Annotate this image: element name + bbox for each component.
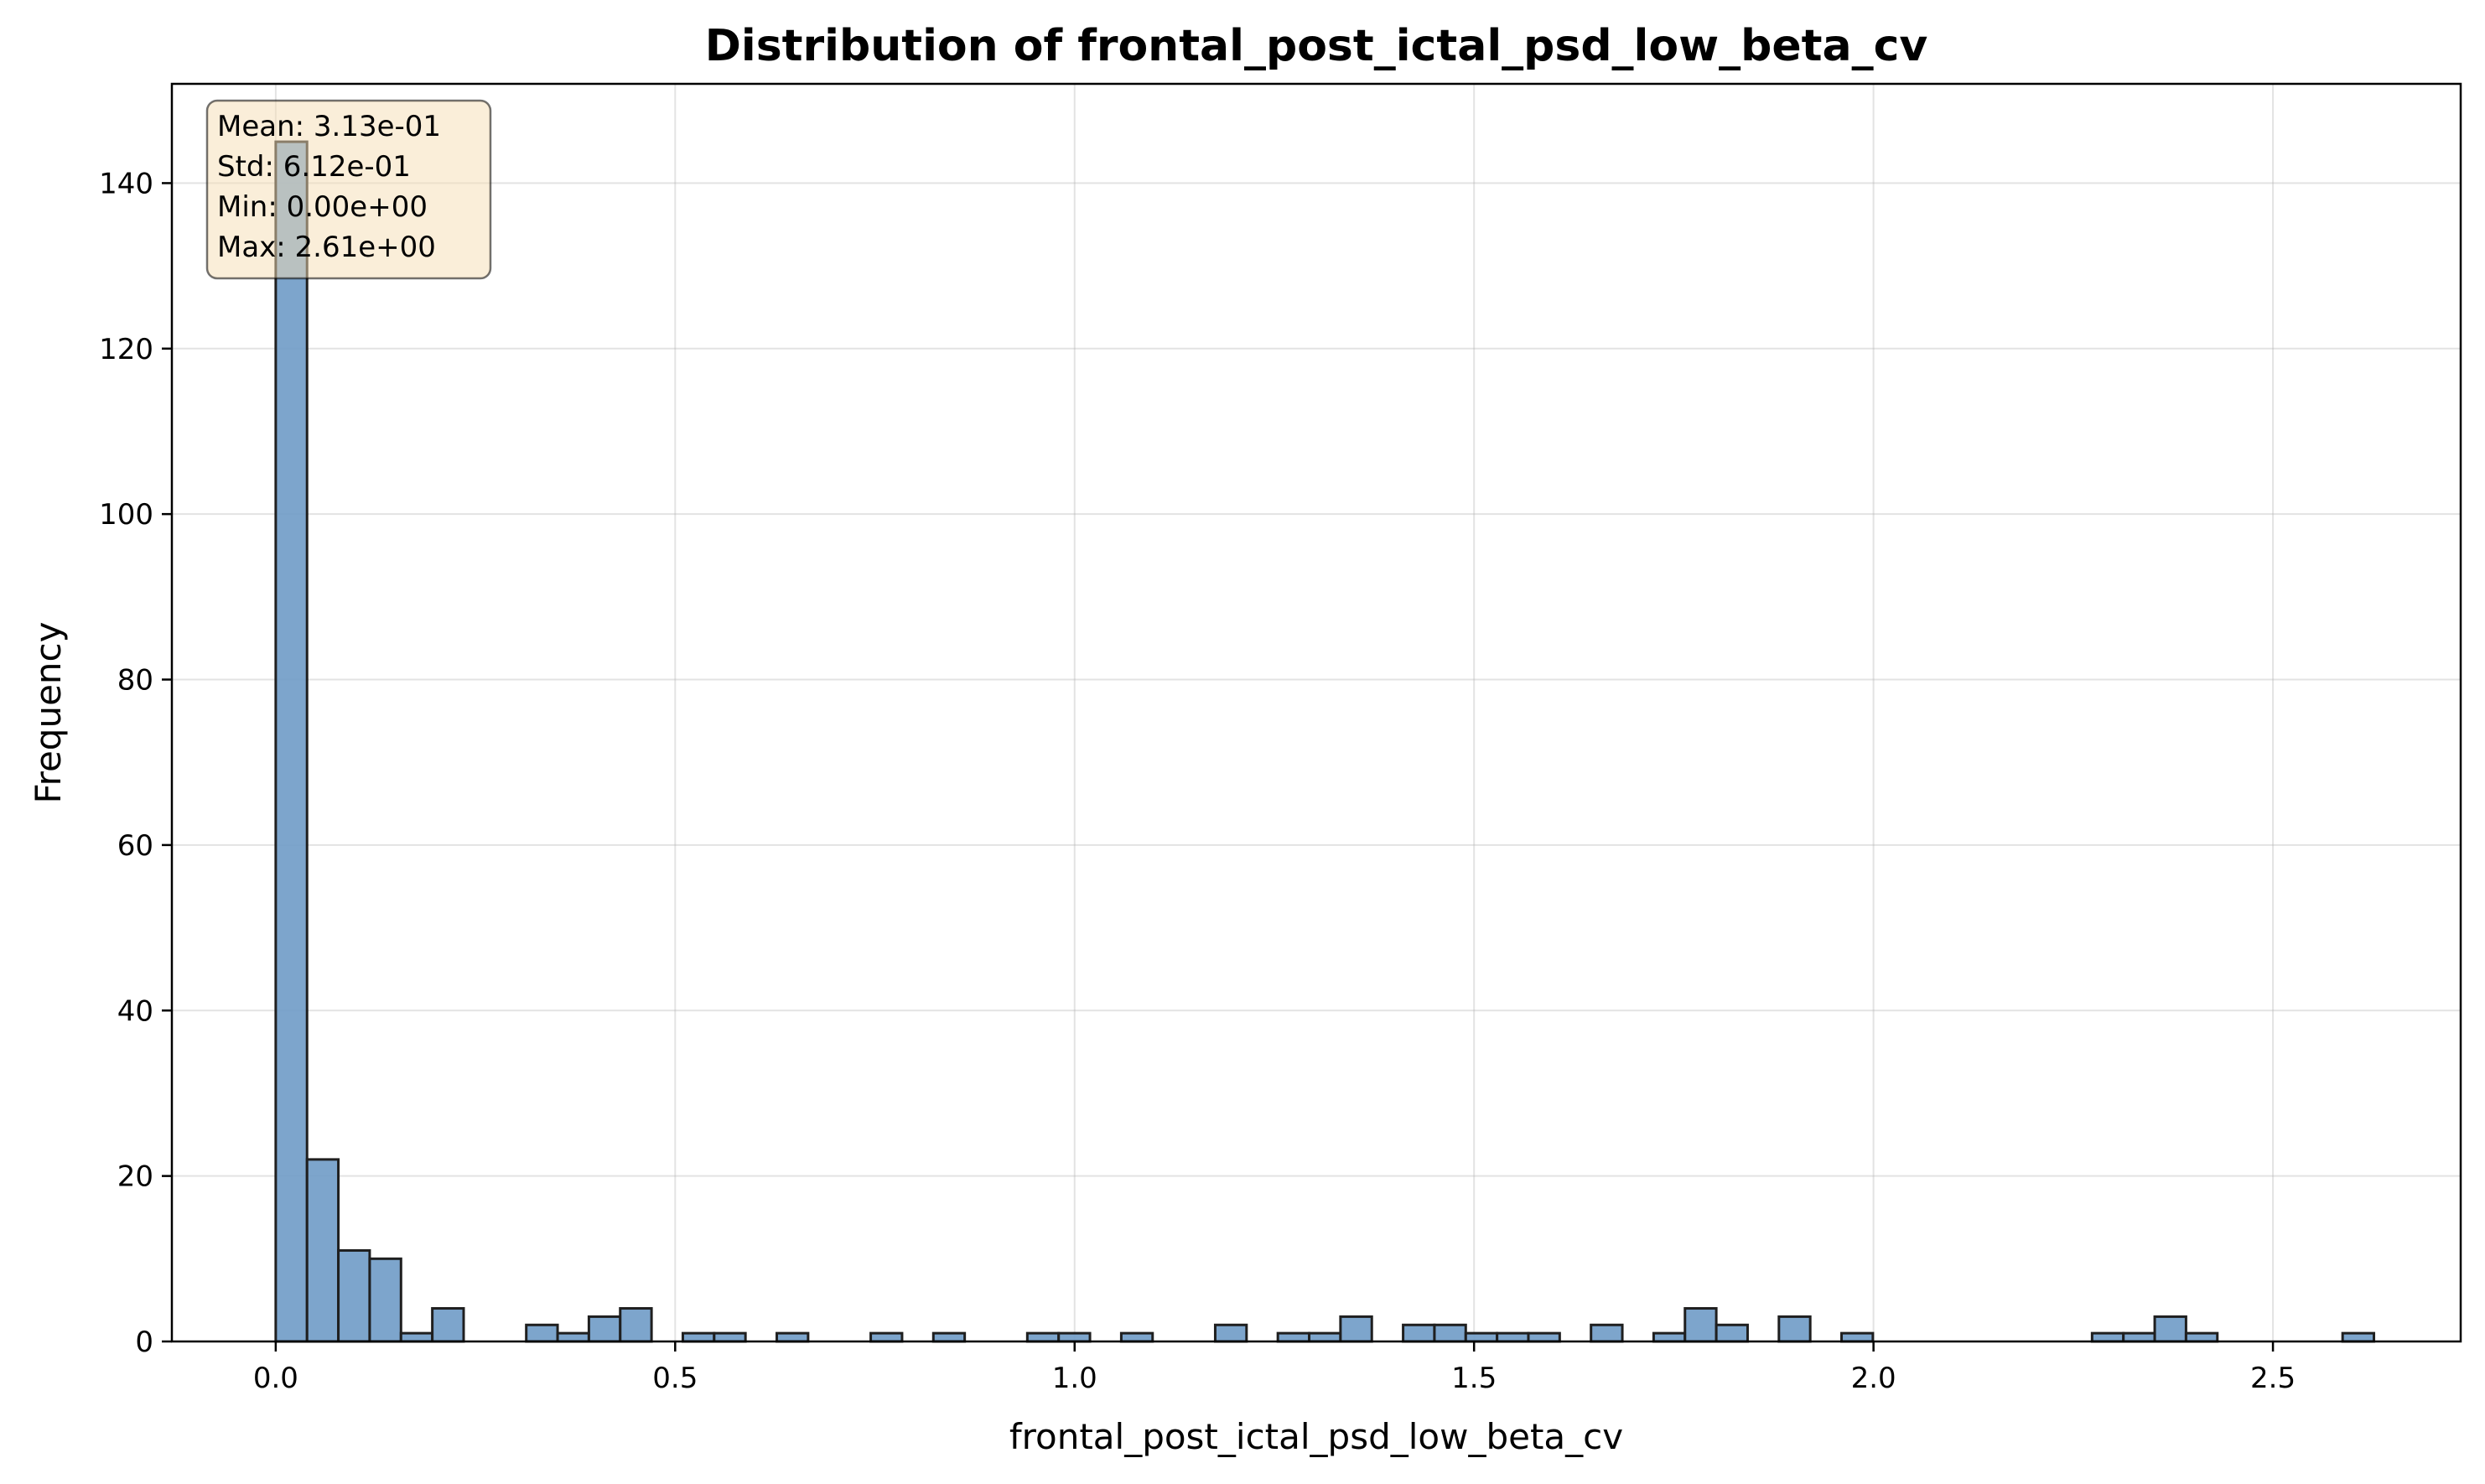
y-tick-label: 20 <box>117 1160 153 1194</box>
histogram-bar <box>399 1331 434 1343</box>
histogram-bar <box>1496 1331 1530 1343</box>
histogram-bar <box>2184 1331 2219 1343</box>
chart-title: Distribution of frontal_post_ictal_psd_l… <box>705 21 1928 71</box>
histogram-bar <box>337 1248 371 1343</box>
y-tick-label: 80 <box>117 664 153 698</box>
histogram-bar <box>1339 1315 1373 1343</box>
y-tick-label: 40 <box>117 994 153 1028</box>
histogram-bar <box>869 1331 904 1343</box>
histogram-bar <box>776 1331 810 1343</box>
histogram-bar <box>1213 1323 1248 1343</box>
x-tick-label: 0.0 <box>253 1362 298 1395</box>
histogram-bar <box>681 1331 716 1343</box>
histogram-bar <box>2153 1315 2187 1343</box>
histogram-bar <box>587 1315 622 1343</box>
x-tick-label: 2.5 <box>2250 1362 2296 1395</box>
stats-box: Mean: 3.13e-01 Std: 6.12e-01 Min: 0.00e+… <box>205 99 492 280</box>
histogram-bar <box>1464 1331 1499 1343</box>
histogram-bars <box>274 140 2376 1343</box>
histogram-bar <box>368 1257 402 1343</box>
histogram-bar <box>1590 1323 1624 1343</box>
histogram-bar <box>274 140 309 1343</box>
histogram-bar <box>2090 1331 2125 1343</box>
y-axis-label: Frequency <box>28 622 69 804</box>
x-tick-label: 0.5 <box>652 1362 698 1395</box>
histogram-bar <box>556 1331 590 1343</box>
histogram-bar <box>1715 1323 1749 1343</box>
histogram-bar <box>1652 1331 1687 1343</box>
histogram-bar <box>1433 1323 1467 1343</box>
histogram-bar <box>1402 1323 1436 1343</box>
stats-mean: Mean: 3.13e-01 <box>217 110 441 143</box>
histogram-bar <box>431 1307 465 1343</box>
y-tick-label: 120 <box>99 333 153 366</box>
histogram-bar <box>1527 1331 1561 1343</box>
histogram-bar <box>525 1323 559 1343</box>
y-tick-label: 140 <box>99 167 153 200</box>
grid-lines <box>172 84 2461 1342</box>
histogram-bar <box>1308 1331 1342 1343</box>
histogram-bar <box>1025 1331 1061 1343</box>
histogram-bar <box>1057 1331 1092 1343</box>
y-axis-ticks: 0 20 40 60 80 100 120 140 <box>99 167 172 1359</box>
histogram-bar <box>2341 1331 2376 1343</box>
x-tick-label: 2.0 <box>1851 1362 1896 1395</box>
histogram-bar <box>305 1158 340 1343</box>
x-tick-label: 1.5 <box>1451 1362 1497 1395</box>
histogram-bar <box>1683 1307 1718 1343</box>
histogram-bar <box>1119 1331 1154 1343</box>
histogram-bar <box>619 1307 653 1343</box>
y-tick-label: 0 <box>135 1326 153 1359</box>
stats-box-background <box>205 99 492 280</box>
histogram-bar <box>1777 1315 1812 1343</box>
histogram-bar <box>931 1331 967 1343</box>
stats-max: Max: 2.61e+00 <box>217 231 436 264</box>
histogram-bar <box>1276 1331 1311 1343</box>
x-axis-label: frontal_post_ictal_psd_low_beta_cv <box>1009 1416 1623 1457</box>
x-tick-label: 1.0 <box>1052 1362 1097 1395</box>
x-axis-ticks: 0.0 0.5 1.0 1.5 2.0 2.5 <box>253 1341 2296 1395</box>
stats-std: Std: 6.12e-01 <box>217 150 411 184</box>
y-tick-label: 100 <box>99 498 153 532</box>
histogram-bar <box>713 1331 747 1343</box>
y-tick-label: 60 <box>117 829 153 863</box>
histogram-bar <box>2122 1331 2156 1343</box>
plot-frame <box>170 82 2462 1343</box>
stats-min: Min: 0.00e+00 <box>217 190 428 224</box>
histogram-bar <box>1840 1331 1875 1343</box>
